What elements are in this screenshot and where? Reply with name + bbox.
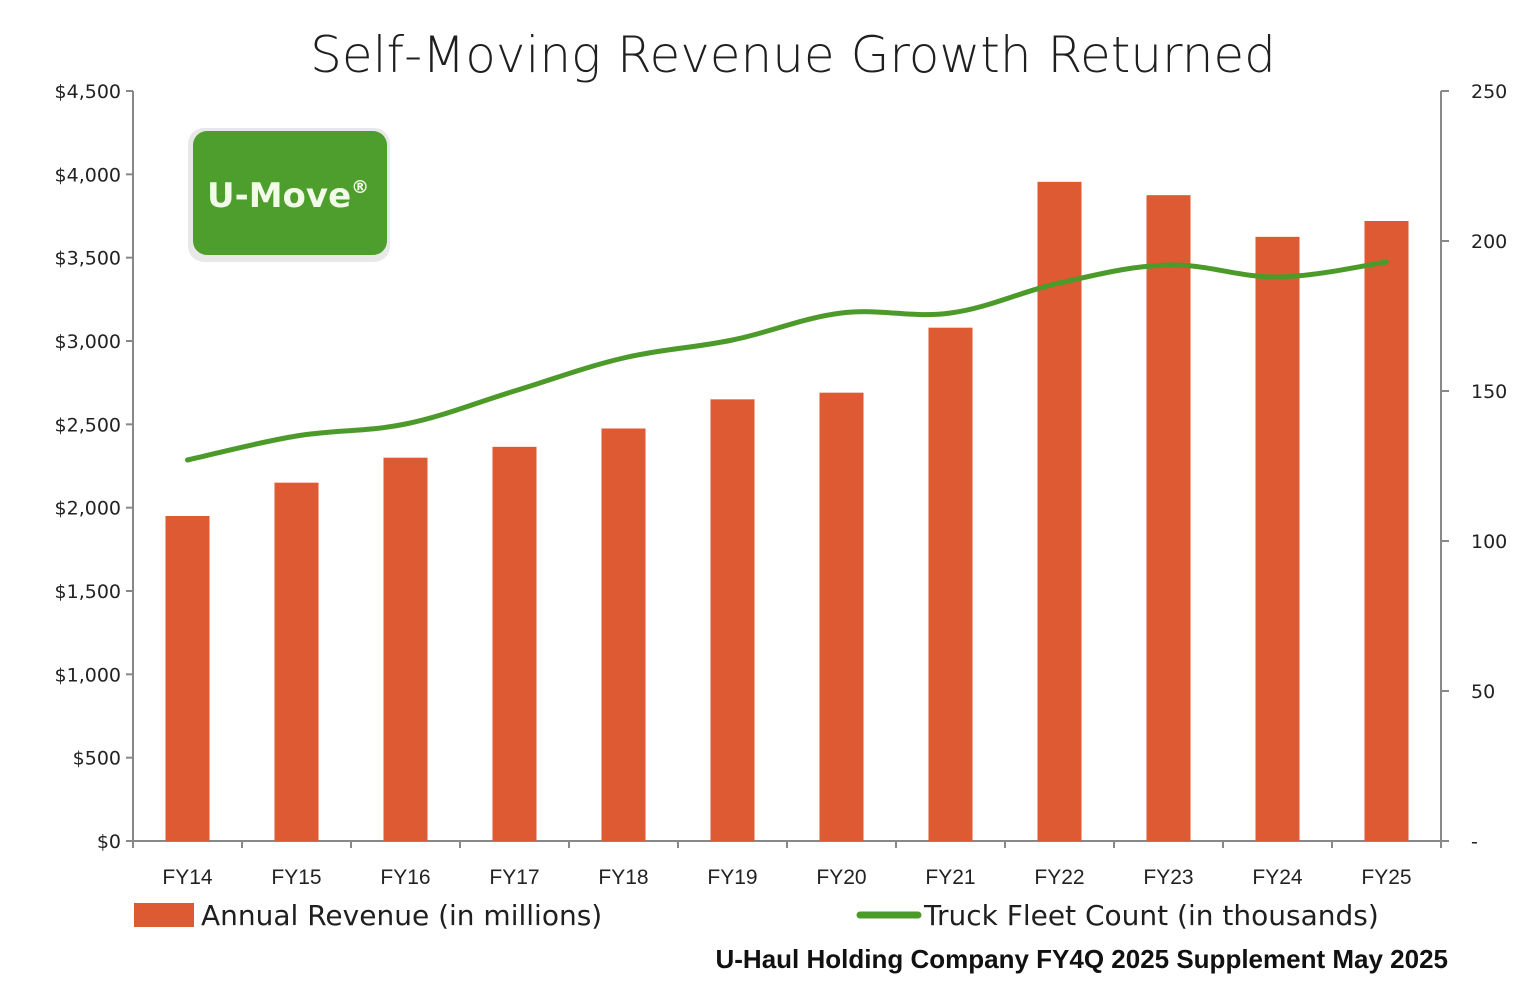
bar-FY17 [492, 446, 537, 841]
y2-tick-label: 100 [1471, 531, 1507, 553]
fleet-line [185, 259, 1389, 463]
x-tick-label: FY17 [489, 866, 539, 889]
bar-series [165, 181, 1409, 842]
legend-label-revenue: Annual Revenue (in millions) [201, 899, 602, 932]
line-series [185, 259, 1389, 463]
x-tick-label: FY16 [380, 866, 430, 889]
y-tick-label: $3,500 [55, 248, 121, 270]
y2-tick-label: 250 [1471, 81, 1507, 103]
bar-FY16 [383, 457, 428, 841]
legend-label-fleet: Truck Fleet Count (in thousands) [923, 899, 1379, 932]
x-tick-label: FY25 [1361, 866, 1411, 889]
y-tick-label: $0 [97, 831, 121, 853]
y-tick-label: $500 [73, 748, 121, 770]
bar-FY20 [819, 392, 864, 841]
legend-swatch-revenue [134, 903, 194, 927]
bar-FY18 [601, 428, 646, 841]
x-axis-labels: FY14 FY15 FY16 FY17 FY18 FY19 FY20 FY21 FY22 FY23… [162, 866, 1411, 889]
bar-FY24 [1255, 236, 1300, 842]
y2-tick-label: 200 [1471, 231, 1507, 253]
logo-name: U-Move [207, 176, 351, 216]
y-tick-label: $4,000 [55, 164, 121, 186]
y-tick-label: $1,500 [55, 581, 121, 603]
x-tick-label: FY15 [271, 866, 321, 889]
u-move-logo: U-Move® [188, 128, 390, 262]
chart-title: Self-Moving Revenue Growth Returned [310, 26, 1276, 84]
bar-FY14 [165, 516, 210, 841]
x-tick-label: FY19 [707, 866, 757, 889]
logo-text: U-Move® [207, 176, 369, 216]
bar-FY25 [1364, 221, 1409, 841]
y2-tick-label: 150 [1471, 381, 1507, 403]
axes: $0 $500 $1,000 $1,500 $2,000 $2,500 $3,000 $3,5… [55, 81, 1508, 853]
bar-FY19 [710, 399, 755, 841]
y-tick-label: $1,000 [55, 664, 121, 686]
bar-FY15 [274, 482, 319, 841]
x-tick-label: FY21 [925, 866, 975, 889]
bar-FY23 [1146, 195, 1191, 841]
bar-FY21 [928, 327, 973, 842]
y-tick-label: $3,000 [55, 331, 121, 353]
x-tick-label: FY23 [1143, 866, 1193, 889]
bar-FY22 [1037, 181, 1082, 842]
logo-background [193, 131, 387, 255]
source-note: U-Haul Holding Company FY4Q 2025 Supplem… [715, 944, 1448, 974]
y-tick-label: $2,500 [55, 414, 121, 436]
x-tick-label: FY22 [1034, 866, 1084, 889]
x-tick-label: FY14 [162, 866, 213, 889]
x-tick-label: FY18 [598, 866, 648, 889]
y2-tick-label: 50 [1471, 681, 1495, 703]
x-tick-label: FY20 [816, 866, 866, 889]
y-tick-label: $2,000 [55, 498, 121, 520]
y-tick-label: $4,500 [55, 81, 121, 103]
y2-tick-label: - [1471, 831, 1478, 853]
x-tick-label: FY24 [1252, 866, 1303, 889]
registered-mark: ® [351, 177, 369, 198]
legend: Annual Revenue (in millions) Truck Fleet… [134, 899, 1379, 932]
